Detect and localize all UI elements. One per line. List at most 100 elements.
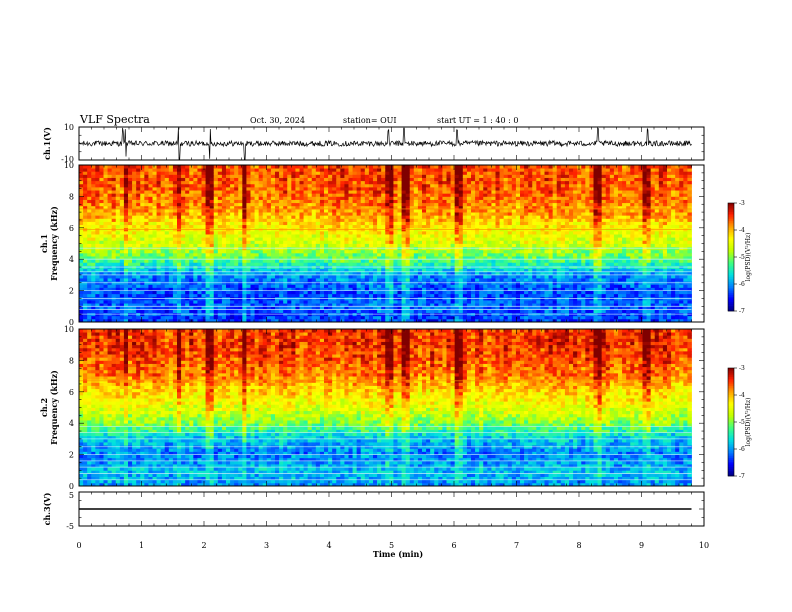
spectrogram-cell bbox=[397, 268, 402, 273]
spectrogram-cell bbox=[409, 315, 415, 320]
spectrogram-cell bbox=[295, 290, 300, 295]
spectrogram-cell bbox=[258, 249, 264, 254]
spectrogram-cell bbox=[315, 237, 321, 241]
spectrogram-cell bbox=[246, 186, 251, 191]
spectrogram-cell bbox=[364, 318, 370, 323]
spectrogram-cell bbox=[140, 300, 145, 304]
spectrogram-cell bbox=[91, 237, 96, 241]
ch1-waveform-panel: 10 -10 ch.1(V) bbox=[42, 123, 705, 164]
spectrogram-cell bbox=[87, 274, 92, 279]
spectrogram-cell bbox=[315, 165, 321, 169]
spectrogram-cell bbox=[368, 196, 374, 200]
spectrogram-cell bbox=[234, 278, 239, 282]
spectrogram-cell bbox=[242, 165, 247, 169]
spectrogram-cell bbox=[401, 303, 407, 307]
spectrogram-cell bbox=[336, 278, 341, 282]
spectrogram-cell bbox=[201, 202, 206, 207]
spectrogram-cell bbox=[307, 274, 313, 279]
spectrogram-cell bbox=[332, 202, 337, 207]
spectrogram-cell bbox=[462, 262, 468, 266]
spectrogram-cell bbox=[185, 180, 190, 185]
spectrogram-cell bbox=[438, 278, 443, 282]
spectrogram-cell bbox=[189, 183, 194, 188]
spectrogram-cell bbox=[87, 309, 92, 313]
spectrogram-cell bbox=[340, 306, 345, 310]
spectrogram-cell bbox=[132, 309, 137, 313]
spectrogram-cell bbox=[258, 218, 264, 222]
spectrogram-cell bbox=[123, 177, 129, 182]
spectrogram-cell bbox=[295, 180, 300, 185]
spectrogram-cell bbox=[258, 284, 264, 288]
spectrogram-cell bbox=[295, 271, 300, 276]
spectrogram-cell bbox=[266, 183, 272, 188]
spectrogram-cell bbox=[405, 287, 411, 291]
spectrogram-cell bbox=[79, 165, 84, 169]
spectrogram-cell bbox=[295, 252, 300, 257]
spectrogram-cell bbox=[368, 262, 374, 266]
spectrogram-cell bbox=[230, 221, 235, 226]
spectrogram-cell bbox=[148, 268, 153, 273]
spectrogram-cell bbox=[160, 271, 166, 276]
spectrogram-cell bbox=[430, 165, 435, 169]
spectrogram-cell bbox=[409, 190, 415, 194]
spectrogram-cell bbox=[303, 165, 309, 169]
spectrogram-cell bbox=[275, 300, 280, 304]
spectrogram-cell bbox=[315, 212, 321, 216]
spectrogram-cell bbox=[340, 208, 345, 213]
spectrogram-cell bbox=[332, 249, 337, 254]
spectrogram-cell bbox=[172, 303, 178, 307]
spectrogram-cell bbox=[434, 237, 439, 241]
spectrogram-cell bbox=[201, 221, 206, 226]
spectrogram-cell bbox=[197, 287, 202, 291]
spectrogram-cell bbox=[136, 177, 141, 182]
spectrogram-cell bbox=[164, 243, 170, 248]
spectrogram-cell bbox=[221, 259, 227, 263]
spectrogram-cell bbox=[462, 300, 468, 304]
spectrogram-cell bbox=[144, 193, 149, 197]
spectrogram-cell bbox=[95, 224, 100, 229]
spectrogram-cell bbox=[438, 221, 443, 226]
spectrogram-cell bbox=[123, 199, 129, 204]
spectrogram-cell bbox=[389, 237, 394, 241]
spectrogram-cell bbox=[368, 284, 374, 288]
spectrogram-cell bbox=[91, 309, 96, 313]
spectrogram-cell bbox=[148, 174, 153, 178]
spectrogram-cell bbox=[103, 224, 108, 229]
spectrogram-cell bbox=[107, 262, 113, 266]
spectrogram-cell bbox=[242, 240, 247, 244]
spectrogram-cell bbox=[226, 256, 231, 260]
spectrogram-cell bbox=[287, 262, 292, 266]
spectrogram-cell bbox=[324, 237, 329, 241]
spectrogram-cell bbox=[132, 268, 137, 273]
spectrogram-cell bbox=[454, 293, 460, 298]
spectrogram-cell bbox=[238, 274, 243, 279]
spectrogram-cell bbox=[91, 196, 96, 200]
spectrogram-cell bbox=[315, 202, 321, 207]
spectrogram-cell bbox=[450, 234, 456, 238]
spectrogram-cell bbox=[83, 212, 88, 216]
spectrogram-cell bbox=[401, 171, 407, 175]
spectrogram-cell bbox=[115, 315, 121, 320]
spectrogram-cell bbox=[205, 230, 211, 235]
spectrogram-cell bbox=[234, 212, 239, 216]
spectrogram-cell bbox=[189, 287, 194, 291]
spectrogram-cell bbox=[438, 208, 443, 213]
spectrogram-cell bbox=[356, 202, 362, 207]
spectrogram-cell bbox=[136, 237, 141, 241]
spectrogram-cell bbox=[160, 218, 166, 222]
spectrogram-cell bbox=[275, 168, 280, 172]
spectrogram-cell bbox=[352, 268, 358, 273]
spectrogram-cell bbox=[144, 256, 149, 260]
spectrogram-cell bbox=[258, 290, 264, 295]
spectrogram-cell bbox=[430, 268, 435, 273]
spectrogram-cell bbox=[95, 274, 100, 279]
spectrogram-cell bbox=[417, 193, 423, 197]
spectrogram-cell bbox=[458, 303, 464, 307]
spectrogram-cell bbox=[230, 177, 235, 182]
spectrogram-cell bbox=[385, 268, 390, 273]
spectrogram-cell bbox=[258, 212, 264, 216]
spectrogram-cell bbox=[311, 300, 317, 304]
spectrogram-cell bbox=[201, 303, 206, 307]
spectrogram-cell bbox=[213, 290, 219, 295]
spectrogram-cell bbox=[270, 215, 276, 219]
